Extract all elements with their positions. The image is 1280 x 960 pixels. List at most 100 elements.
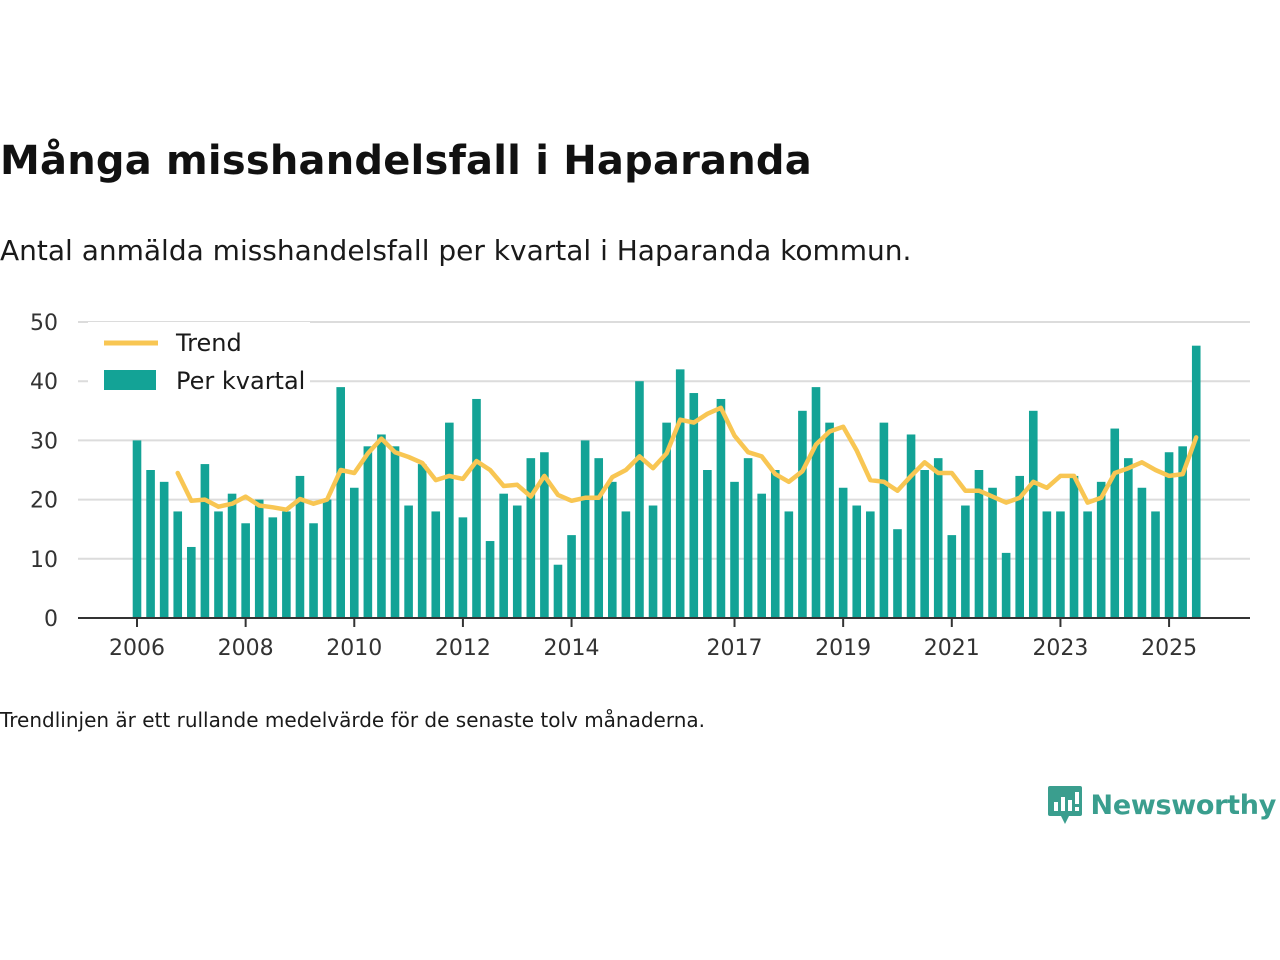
x-tick-label: 2010	[326, 636, 382, 661]
bar	[757, 493, 766, 618]
bar	[445, 422, 454, 618]
bar	[173, 511, 183, 618]
bar	[770, 470, 780, 618]
bar	[1001, 552, 1011, 618]
bar	[838, 487, 848, 618]
bar	[1028, 410, 1038, 618]
bar	[594, 458, 604, 618]
bar	[906, 434, 916, 618]
bar	[200, 464, 210, 618]
bar	[866, 511, 875, 618]
bar	[472, 398, 481, 618]
bar	[621, 511, 631, 618]
bar	[811, 387, 821, 618]
newsworthy-logo-icon	[1047, 786, 1082, 824]
bar	[893, 529, 902, 618]
bar	[675, 369, 685, 618]
bar	[512, 505, 522, 618]
bar	[1056, 511, 1065, 618]
brand-logo: Newsworthy	[1047, 784, 1276, 826]
bar	[608, 481, 617, 618]
chart-area: 0 10 20 30 40 50 2006 2008 2010 2012 2014 2017 2019…	[30, 311, 1250, 661]
x-axis: 2006 2008 2010 2012 2014 2017 2019 2021 2023 2025	[78, 617, 1250, 661]
bar	[784, 511, 794, 618]
x-tick-label: 2014	[544, 636, 600, 661]
x-tick-label: 2008	[218, 636, 274, 661]
bar	[580, 440, 590, 618]
x-tick-label: 2006	[109, 636, 165, 661]
x-tick-label: 2012	[435, 636, 491, 661]
footnote: Trendlinjen är ett rullande medelvärde f…	[0, 708, 706, 732]
bar	[485, 541, 495, 618]
bar	[146, 470, 155, 618]
bar	[798, 410, 807, 618]
y-tick-label: 0	[44, 607, 58, 632]
trend-series	[175, 405, 1199, 512]
bar	[635, 381, 644, 618]
bar	[214, 511, 223, 618]
bar-series	[132, 345, 1201, 618]
legend-bar-label: Per kvartal	[176, 367, 305, 395]
bar	[662, 422, 671, 618]
bar	[1083, 511, 1092, 618]
bar	[377, 434, 386, 618]
bar	[322, 499, 332, 618]
bar	[295, 475, 305, 618]
legend-background	[88, 322, 310, 414]
bar	[716, 398, 726, 618]
bar	[227, 493, 237, 618]
x-tick-label: 2023	[1032, 636, 1088, 661]
bar	[648, 505, 658, 618]
y-axis-ticks: 0 10 20 30 40 50	[30, 311, 58, 632]
bar	[540, 452, 549, 618]
bar	[879, 422, 889, 618]
x-tick-label: 2019	[815, 636, 871, 661]
bar	[363, 446, 373, 618]
bar	[1042, 511, 1052, 618]
bar	[159, 481, 169, 618]
bar	[349, 487, 359, 618]
y-tick-label: 10	[30, 548, 58, 573]
x-tick-label: 2025	[1141, 636, 1197, 661]
bar	[947, 535, 957, 618]
bar	[1096, 481, 1106, 618]
bar	[920, 470, 929, 618]
bar	[988, 487, 997, 618]
bar	[689, 393, 699, 618]
legend: Trend Per kvartal	[88, 322, 310, 414]
brand-name: Newsworthy	[1090, 789, 1277, 821]
bar	[1124, 458, 1133, 618]
bar	[1137, 487, 1147, 618]
bar	[336, 387, 345, 618]
bar	[268, 517, 278, 618]
bar	[254, 499, 264, 618]
bar	[743, 458, 753, 618]
y-tick-label: 50	[30, 311, 58, 336]
bar	[730, 481, 739, 618]
bar	[431, 511, 441, 618]
trend-line	[175, 405, 1199, 512]
y-tick-label: 40	[30, 370, 58, 395]
y-tick-label: 30	[30, 429, 58, 454]
bar	[703, 470, 712, 618]
chart-title: Många misshandelsfall i Haparanda	[0, 138, 812, 184]
bar	[187, 546, 196, 618]
bar	[1164, 452, 1174, 618]
bar	[961, 505, 970, 618]
bar	[1015, 475, 1024, 618]
bar	[825, 422, 834, 618]
x-tick-label: 2021	[924, 636, 980, 661]
bar	[974, 470, 984, 618]
bar	[309, 523, 318, 618]
bar	[417, 464, 427, 618]
bar	[282, 511, 291, 618]
bar	[1178, 446, 1187, 618]
legend-bar-swatch	[104, 370, 156, 390]
bar	[526, 458, 536, 618]
bar	[499, 493, 508, 618]
bar	[132, 440, 142, 618]
bar	[1110, 428, 1120, 618]
bar	[1151, 511, 1160, 618]
bar	[1191, 345, 1201, 618]
bar	[404, 505, 413, 618]
